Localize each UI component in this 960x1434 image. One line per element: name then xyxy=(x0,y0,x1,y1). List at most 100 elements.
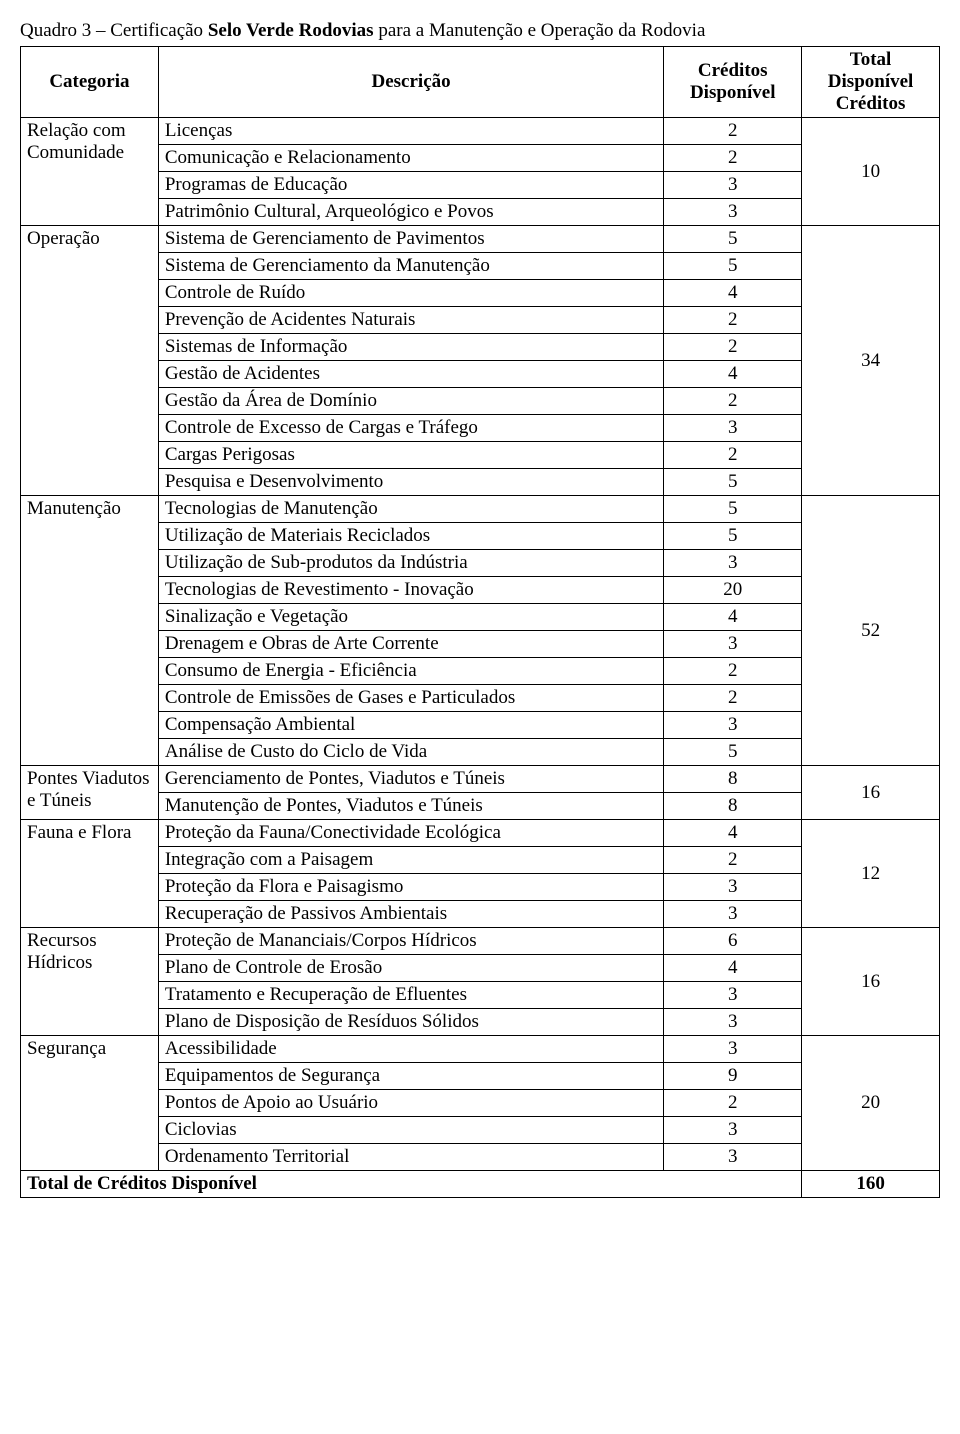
credit-cell: 2 xyxy=(664,442,802,469)
table-row: Recursos HídricosProteção de Mananciais/… xyxy=(21,928,940,955)
credit-cell: 2 xyxy=(664,118,802,145)
description-cell: Patrimônio Cultural, Arqueológico e Povo… xyxy=(158,199,663,226)
total-cell: 16 xyxy=(802,928,940,1036)
table-header-row: Categoria Descrição Créditos Disponível … xyxy=(21,47,940,118)
credit-cell: 3 xyxy=(664,1144,802,1171)
total-cell: 34 xyxy=(802,226,940,496)
credit-cell: 2 xyxy=(664,1090,802,1117)
credit-cell: 3 xyxy=(664,550,802,577)
description-cell: Prevenção de Acidentes Naturais xyxy=(158,307,663,334)
description-cell: Proteção da Fauna/Conectividade Ecológic… xyxy=(158,820,663,847)
description-cell: Manutenção de Pontes, Viadutos e Túneis xyxy=(158,793,663,820)
credit-cell: 9 xyxy=(664,1063,802,1090)
credit-cell: 5 xyxy=(664,523,802,550)
description-cell: Controle de Excesso de Cargas e Tráfego xyxy=(158,415,663,442)
credit-cell: 3 xyxy=(664,712,802,739)
description-cell: Proteção da Flora e Paisagismo xyxy=(158,874,663,901)
certification-table: Categoria Descrição Créditos Disponível … xyxy=(20,46,940,1198)
credit-cell: 4 xyxy=(664,280,802,307)
description-cell: Integração com a Paisagem xyxy=(158,847,663,874)
table-footer-row: Total de Créditos Disponível 160 xyxy=(21,1171,940,1198)
credit-cell: 5 xyxy=(664,253,802,280)
category-cell: Segurança xyxy=(21,1036,159,1171)
description-cell: Tecnologias de Revestimento - Inovação xyxy=(158,577,663,604)
description-cell: Ciclovias xyxy=(158,1117,663,1144)
credit-cell: 3 xyxy=(664,874,802,901)
description-cell: Comunicação e Relacionamento xyxy=(158,145,663,172)
credit-cell: 4 xyxy=(664,820,802,847)
credit-cell: 2 xyxy=(664,388,802,415)
total-cell: 10 xyxy=(802,118,940,226)
header-descricao: Descrição xyxy=(158,47,663,118)
description-cell: Gerenciamento de Pontes, Viadutos e Túne… xyxy=(158,766,663,793)
description-cell: Acessibilidade xyxy=(158,1036,663,1063)
table-row: SegurançaAcessibilidade320 xyxy=(21,1036,940,1063)
category-cell: Manutenção xyxy=(21,496,159,766)
credit-cell: 8 xyxy=(664,793,802,820)
credit-cell: 2 xyxy=(664,658,802,685)
caption-suffix: para a Manutenção e Operação da Rodovia xyxy=(374,20,706,41)
description-cell: Controle de Emissões de Gases e Particul… xyxy=(158,685,663,712)
credit-cell: 3 xyxy=(664,199,802,226)
credit-cell: 3 xyxy=(664,982,802,1009)
description-cell: Gestão da Área de Domínio xyxy=(158,388,663,415)
credit-cell: 3 xyxy=(664,1117,802,1144)
table-row: Fauna e FloraProteção da Fauna/Conectivi… xyxy=(21,820,940,847)
credit-cell: 3 xyxy=(664,172,802,199)
credit-cell: 20 xyxy=(664,577,802,604)
description-cell: Pontos de Apoio ao Usuário xyxy=(158,1090,663,1117)
description-cell: Tratamento e Recuperação de Efluentes xyxy=(158,982,663,1009)
total-cell: 20 xyxy=(802,1036,940,1171)
category-cell: Pontes Viadutos e Túneis xyxy=(21,766,159,820)
description-cell: Programas de Educação xyxy=(158,172,663,199)
table-caption: Quadro 3 – Certificação Selo Verde Rodov… xyxy=(20,20,940,42)
header-creditos: Créditos Disponível xyxy=(664,47,802,118)
credit-cell: 2 xyxy=(664,307,802,334)
credit-cell: 2 xyxy=(664,685,802,712)
credit-cell: 4 xyxy=(664,361,802,388)
total-cell: 52 xyxy=(802,496,940,766)
credit-cell: 2 xyxy=(664,847,802,874)
credit-cell: 3 xyxy=(664,415,802,442)
header-total: Total Disponível Créditos xyxy=(802,47,940,118)
category-cell: Fauna e Flora xyxy=(21,820,159,928)
description-cell: Ordenamento Territorial xyxy=(158,1144,663,1171)
description-cell: Consumo de Energia - Eficiência xyxy=(158,658,663,685)
credit-cell: 5 xyxy=(664,496,802,523)
description-cell: Análise de Custo do Ciclo de Vida xyxy=(158,739,663,766)
credit-cell: 3 xyxy=(664,1009,802,1036)
credit-cell: 3 xyxy=(664,631,802,658)
description-cell: Sistema de Gerenciamento da Manutenção xyxy=(158,253,663,280)
description-cell: Cargas Perigosas xyxy=(158,442,663,469)
description-cell: Utilização de Materiais Reciclados xyxy=(158,523,663,550)
description-cell: Sistema de Gerenciamento de Pavimentos xyxy=(158,226,663,253)
credit-cell: 3 xyxy=(664,901,802,928)
header-categoria: Categoria xyxy=(21,47,159,118)
category-cell: Recursos Hídricos xyxy=(21,928,159,1036)
description-cell: Plano de Disposição de Resíduos Sólidos xyxy=(158,1009,663,1036)
description-cell: Pesquisa e Desenvolvimento xyxy=(158,469,663,496)
description-cell: Compensação Ambiental xyxy=(158,712,663,739)
description-cell: Gestão de Acidentes xyxy=(158,361,663,388)
credit-cell: 5 xyxy=(664,226,802,253)
credit-cell: 2 xyxy=(664,145,802,172)
credit-cell: 5 xyxy=(664,739,802,766)
caption-prefix: Quadro 3 – Certificação xyxy=(20,20,208,41)
table-row: Relação com ComunidadeLicenças210 xyxy=(21,118,940,145)
description-cell: Sistemas de Informação xyxy=(158,334,663,361)
credit-cell: 4 xyxy=(664,955,802,982)
table-row: ManutençãoTecnologias de Manutenção552 xyxy=(21,496,940,523)
table-row: Pontes Viadutos e TúneisGerenciamento de… xyxy=(21,766,940,793)
table-row: OperaçãoSistema de Gerenciamento de Pavi… xyxy=(21,226,940,253)
description-cell: Drenagem e Obras de Arte Corrente xyxy=(158,631,663,658)
caption-bold: Selo Verde Rodovias xyxy=(208,20,374,41)
category-cell: Relação com Comunidade xyxy=(21,118,159,226)
credit-cell: 6 xyxy=(664,928,802,955)
description-cell: Plano de Controle de Erosão xyxy=(158,955,663,982)
footer-label: Total de Créditos Disponível xyxy=(21,1171,802,1198)
total-cell: 12 xyxy=(802,820,940,928)
description-cell: Recuperação de Passivos Ambientais xyxy=(158,901,663,928)
total-cell: 16 xyxy=(802,766,940,820)
description-cell: Proteção de Mananciais/Corpos Hídricos xyxy=(158,928,663,955)
description-cell: Controle de Ruído xyxy=(158,280,663,307)
